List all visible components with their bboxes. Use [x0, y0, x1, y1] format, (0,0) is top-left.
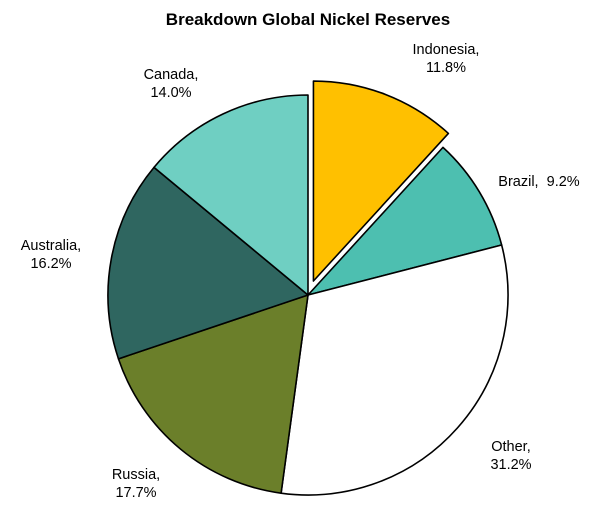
pie-slice-brazil: [307, 146, 503, 296]
pie-slice-canada: [153, 94, 309, 296]
slice-label-brazil: Brazil, 9.2%: [498, 174, 579, 190]
pie-labels: Indonesia, 11.8% Brazil, 9.2% Other, 31.2% Ru…: [21, 42, 580, 501]
chart-title: Breakdown Global Nickel Reserves: [166, 10, 450, 29]
pie-slices: [107, 80, 509, 496]
pie-slice-australia: [107, 166, 309, 360]
slice-label-indonesia: Indonesia, 11.8%: [413, 42, 480, 76]
slice-label-canada: Canada, 14.0%: [144, 67, 199, 101]
pie-slice-indonesia: [312, 80, 450, 282]
slice-label-other: Other, 31.2%: [490, 439, 531, 473]
slice-label-russia: Russia, 17.7%: [112, 467, 160, 501]
slice-label-australia: Australia, 16.2%: [21, 238, 81, 272]
pie-slice-russia: [117, 294, 309, 494]
pie-slice-other: [280, 244, 509, 496]
